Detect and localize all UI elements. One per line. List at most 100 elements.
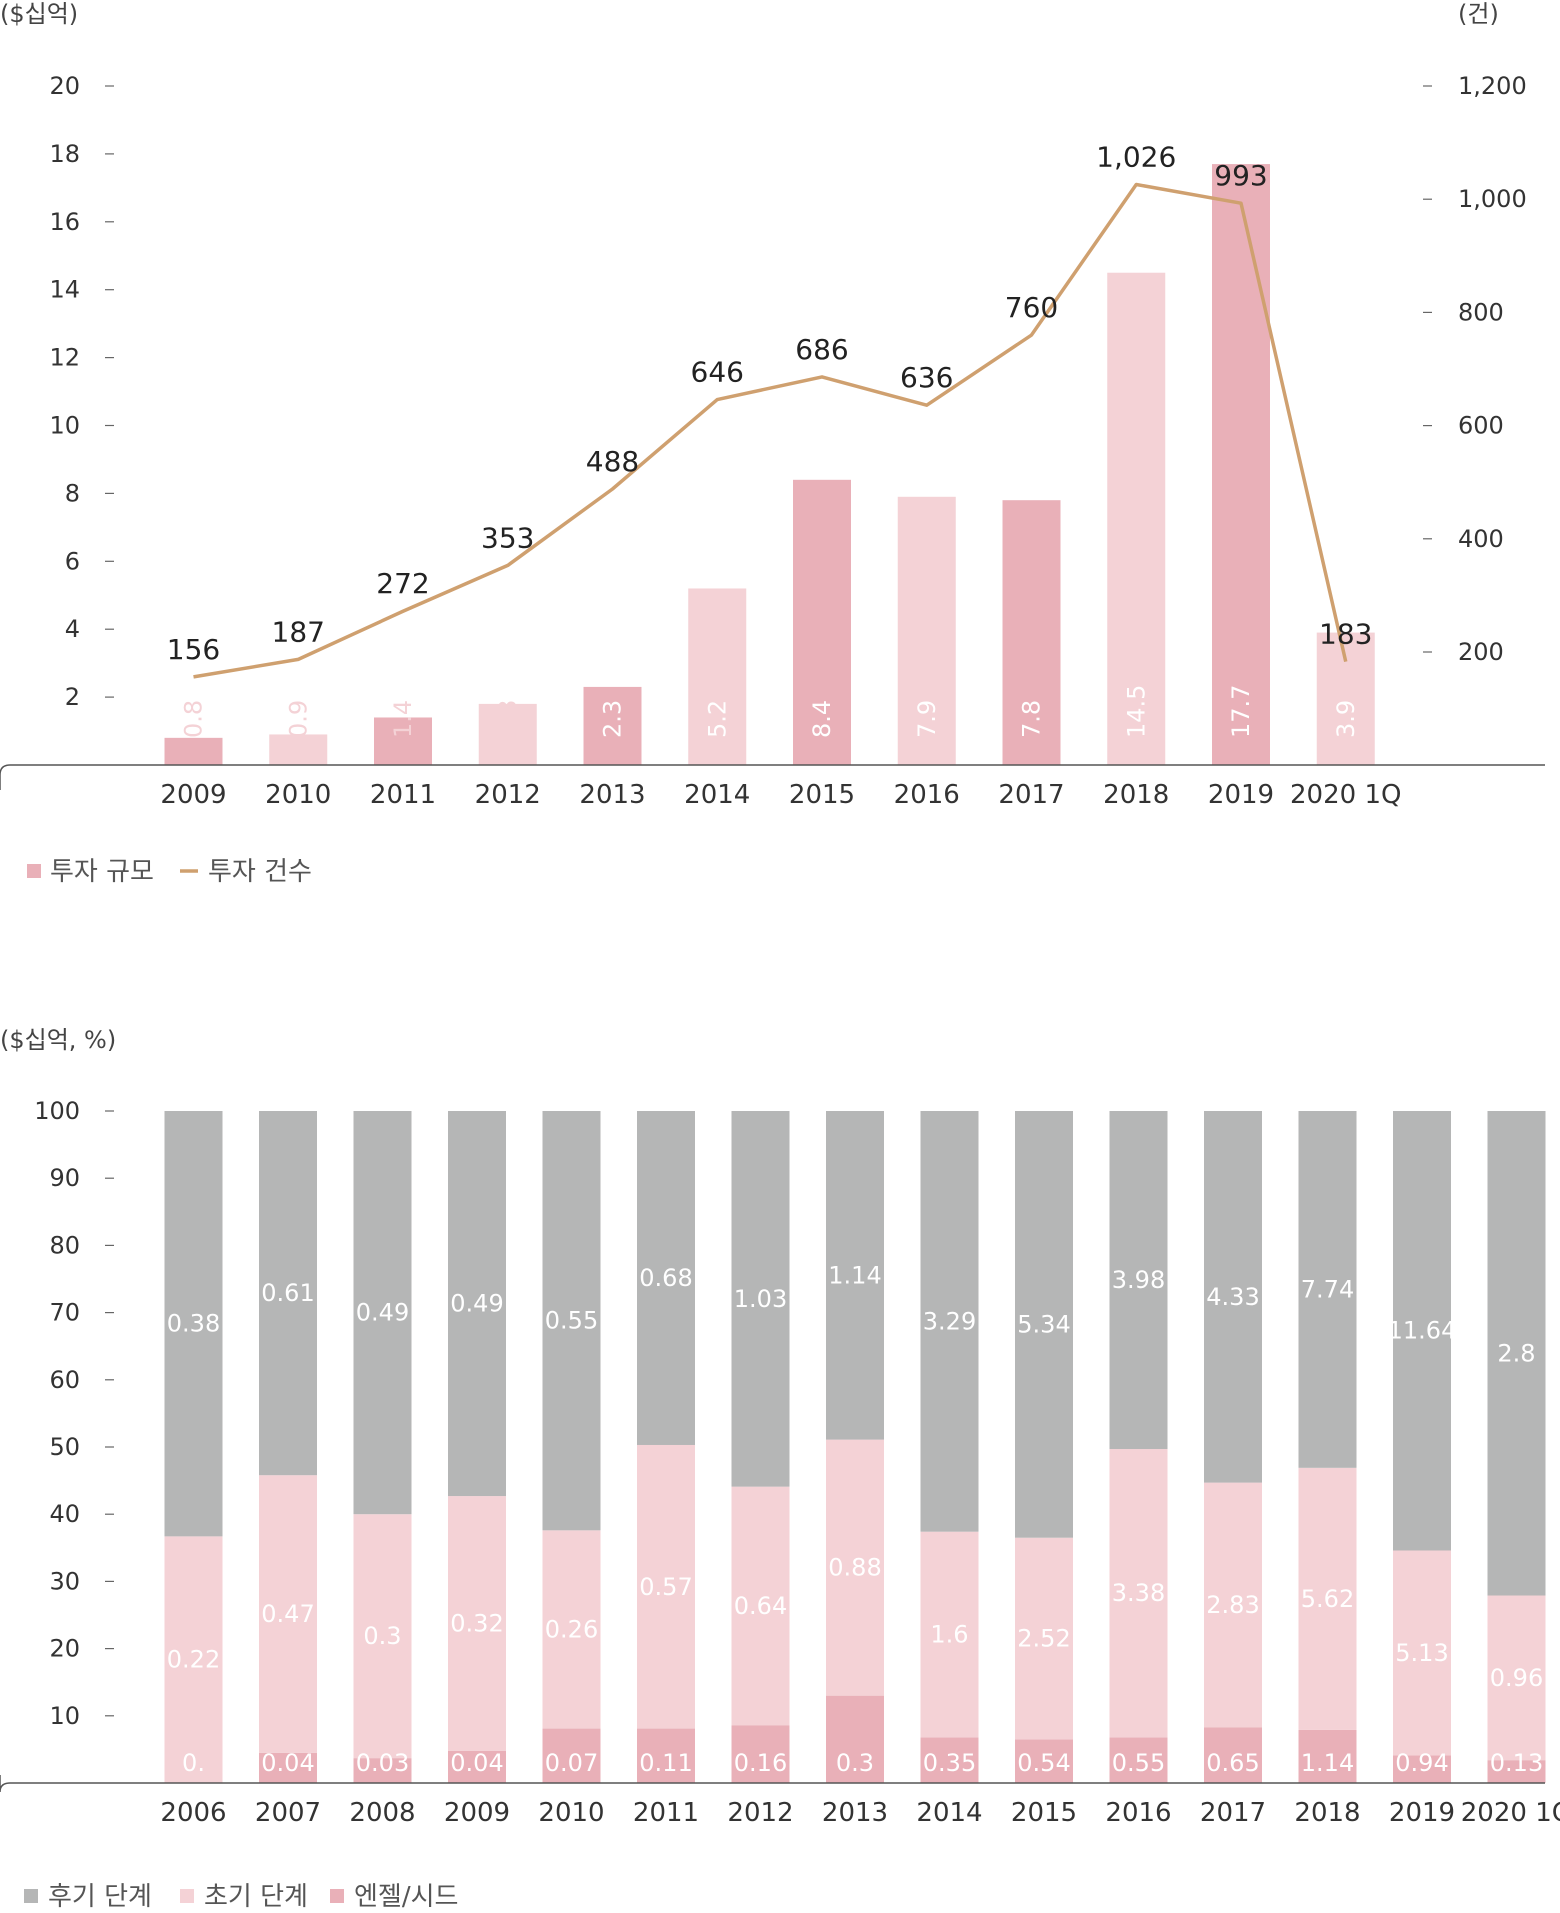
- right-tick-label: 200: [1458, 638, 1504, 666]
- left-tick-label: 12: [49, 344, 80, 372]
- segment-early: [1204, 1482, 1262, 1728]
- line-value-label: 156: [167, 633, 220, 666]
- x-tick-label: 2013: [579, 780, 645, 810]
- line-value-label: 488: [586, 445, 639, 478]
- segment-value-label: 0.07: [545, 1749, 598, 1777]
- legend-bar-swatch: [27, 864, 41, 878]
- left-tick-label: 100: [34, 1097, 80, 1125]
- segment-seed: [448, 1750, 506, 1783]
- segment-early: [731, 1486, 790, 1726]
- segment-late: [164, 1111, 223, 1537]
- legend-early-swatch: [180, 1889, 194, 1903]
- segment-seed: [1487, 1760, 1546, 1783]
- bar-2017: [1002, 500, 1061, 765]
- x-tick-label: 2010: [265, 780, 331, 810]
- segment-seed: [637, 1728, 695, 1783]
- segment-value-label: 0.49: [356, 1299, 409, 1327]
- segment-value-label: 3.98: [1112, 1266, 1165, 1294]
- left-tick-label: 20: [49, 1635, 80, 1663]
- bar-value-label: 3.9: [1332, 700, 1360, 738]
- segment-value-label: 0.16: [734, 1749, 787, 1777]
- segment-value-label: 0.3: [836, 1749, 874, 1777]
- line-value-label: 187: [272, 615, 325, 648]
- legend-seed-swatch: [330, 1889, 344, 1903]
- x-tick-label: 2019: [1208, 780, 1274, 810]
- segment-value-label: 0.04: [450, 1749, 503, 1777]
- segment-late: [1298, 1111, 1357, 1468]
- left-tick-label: 40: [49, 1500, 80, 1528]
- segment-value-label: 0.54: [1017, 1749, 1070, 1777]
- legend-line-label: 투자 건수: [208, 857, 312, 887]
- segment-value-label: 0.65: [1206, 1749, 1259, 1777]
- segment-value-label: 0.68: [639, 1264, 692, 1292]
- segment-seed: [1204, 1727, 1262, 1783]
- segment-value-label: 0.3: [363, 1622, 401, 1650]
- segment-early: [1109, 1449, 1168, 1738]
- segment-late: [353, 1111, 412, 1515]
- left-tick-label: 2: [65, 683, 80, 711]
- segment-value-label: 2.52: [1017, 1625, 1070, 1653]
- segment-value-label: 0.11: [639, 1749, 692, 1777]
- segment-value-label: 1.14: [828, 1261, 881, 1289]
- segment-late: [259, 1111, 317, 1476]
- segment-value-label: 0.04: [261, 1749, 314, 1777]
- line-value-label: 1,026: [1096, 140, 1176, 173]
- segment-seed: [1015, 1739, 1073, 1783]
- right-tick-label: 600: [1458, 412, 1504, 440]
- right-axis-unit: (건): [1458, 0, 1499, 28]
- segment-seed: [1393, 1755, 1451, 1783]
- segment-value-label: 0.22: [167, 1646, 220, 1674]
- x-tick-label: 2015: [1011, 1798, 1077, 1828]
- left-tick-label: 10: [49, 1702, 80, 1730]
- segment-early: [259, 1475, 317, 1753]
- investment-chart: ($십억) (건) 2 4 6 8 10 12 14 16 18 20 200 400 600 800 1…: [0, 0, 1545, 887]
- segment-value-label: 4.33: [1206, 1283, 1259, 1311]
- x-tick-label: 2014: [684, 780, 750, 810]
- x-tick-label: 2020 1Q: [1290, 780, 1401, 810]
- segment-value-label: 1.14: [1301, 1749, 1354, 1777]
- segment-value-label: 5.62: [1301, 1585, 1354, 1613]
- bar-2010: [269, 734, 328, 765]
- bar-value-label: 5.2: [703, 700, 731, 738]
- bar-2018: [1107, 272, 1166, 765]
- line-value-label: 183: [1319, 618, 1372, 651]
- x-tick-label: 2012: [475, 780, 541, 810]
- segment-value-label: 3.29: [923, 1307, 976, 1335]
- line-value-label: 993: [1214, 159, 1267, 192]
- bar-2014: [688, 588, 747, 765]
- x-tick-label: 2011: [370, 780, 436, 810]
- stage-share-chart: ($십억, %) 10 20 30 40 50 60 70 80 90 100 0. 0.22 0.3…: [0, 1026, 1560, 1912]
- x-tick-label: 2018: [1294, 1798, 1360, 1828]
- bar-value-label: 0.9: [284, 700, 312, 738]
- segment-value-label: 0.13: [1490, 1749, 1543, 1777]
- x-tick-label: 2011: [633, 1798, 699, 1828]
- segment-late: [448, 1111, 506, 1497]
- bar-2019: [1212, 164, 1270, 765]
- x-tick-label: 2008: [349, 1798, 415, 1828]
- segment-seed: [1109, 1737, 1168, 1783]
- x-tick-label: 2020 1Q: [1461, 1798, 1560, 1828]
- segment-value-label: 0.03: [356, 1749, 409, 1777]
- right-tick-label: 1,000: [1458, 185, 1527, 213]
- bar-2009: [164, 737, 223, 765]
- segment-value-label: 2.8: [1497, 1339, 1535, 1367]
- frame-line: [0, 1775, 1545, 1793]
- segment-value-label: 0.55: [1112, 1749, 1165, 1777]
- legend-late-swatch: [24, 1889, 38, 1903]
- bar-2012: [478, 703, 537, 765]
- segment-value-label: 1.03: [734, 1285, 787, 1313]
- x-tick-label: 2012: [727, 1798, 793, 1828]
- segment-late: [826, 1111, 884, 1440]
- segment-value-label: 5.13: [1395, 1639, 1448, 1667]
- segment-value-label: 7.74: [1301, 1275, 1354, 1303]
- bar-2020-1Q: [1316, 632, 1375, 765]
- investment-count-line: [193, 182, 1348, 679]
- x-tick-label: 2007: [255, 1798, 321, 1828]
- segment-value-label: 0.47: [261, 1600, 314, 1628]
- bar-value-label: 14.5: [1122, 685, 1150, 738]
- line-value-label: 353: [481, 521, 534, 554]
- bar-2015: [793, 479, 851, 765]
- x-tick-label: 2006: [160, 1798, 226, 1828]
- segment-value-label: 0.38: [167, 1310, 220, 1338]
- left-axis-unit: ($십억, %): [0, 1026, 116, 1054]
